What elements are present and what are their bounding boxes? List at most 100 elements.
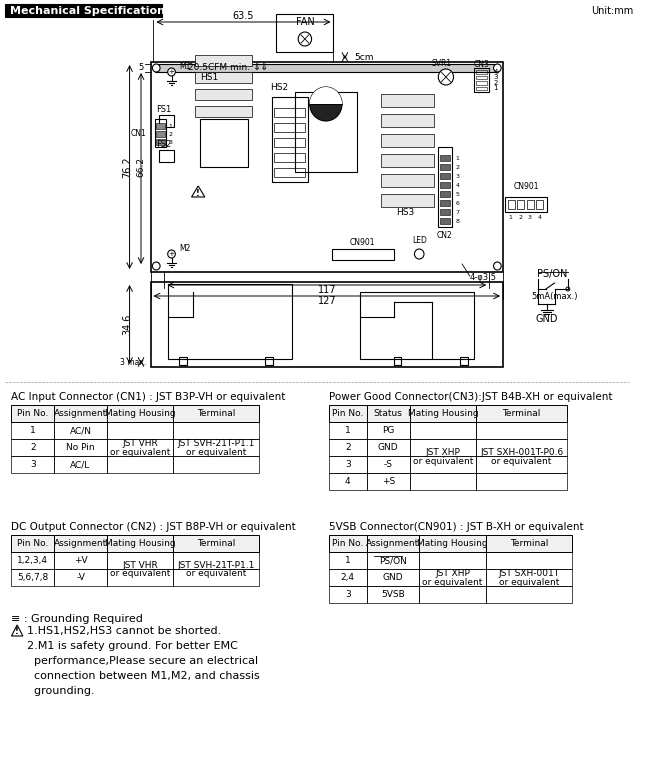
Bar <box>474 68 489 92</box>
Text: 3: 3 <box>528 214 532 219</box>
Text: +V: +V <box>74 556 87 565</box>
Text: JST VHR: JST VHR <box>122 439 158 448</box>
Bar <box>271 97 308 182</box>
Bar <box>440 164 450 170</box>
Text: HS1: HS1 <box>200 72 218 82</box>
Text: LED: LED <box>412 235 427 245</box>
Bar <box>151 62 503 272</box>
Bar <box>275 153 305 162</box>
Circle shape <box>310 87 342 121</box>
Bar <box>367 439 409 456</box>
Circle shape <box>438 69 454 85</box>
Text: 6: 6 <box>456 200 460 206</box>
Text: 1: 1 <box>169 123 172 129</box>
Bar <box>275 168 305 177</box>
Text: 2: 2 <box>345 443 350 452</box>
Bar <box>276 14 334 52</box>
Bar <box>275 138 305 147</box>
Text: FAN: FAN <box>295 17 314 27</box>
Text: 66.2: 66.2 <box>137 157 146 177</box>
Bar <box>367 569 419 586</box>
Bar <box>159 115 174 127</box>
Bar <box>486 586 572 603</box>
Bar <box>440 218 450 224</box>
Text: GND: GND <box>535 314 558 324</box>
Text: JST SXH-001T: JST SXH-001T <box>498 569 559 578</box>
Bar <box>54 552 107 569</box>
Text: !: ! <box>196 188 200 197</box>
Text: Terminal: Terminal <box>197 539 235 548</box>
Bar <box>409 439 476 456</box>
Text: AC/L: AC/L <box>70 460 90 469</box>
Bar <box>54 405 107 422</box>
Bar <box>381 134 433 147</box>
Text: Terminal: Terminal <box>502 409 541 418</box>
Text: 5cm: 5cm <box>354 53 374 62</box>
Bar <box>409 422 476 439</box>
Bar <box>174 569 259 586</box>
Bar <box>11 569 54 586</box>
Text: HS3: HS3 <box>396 207 414 216</box>
Text: or equivalent: or equivalent <box>492 456 552 466</box>
Circle shape <box>494 262 501 270</box>
Bar <box>11 552 54 569</box>
Bar <box>517 200 524 209</box>
Bar <box>329 405 367 422</box>
Text: HS2: HS2 <box>269 82 288 91</box>
Text: 3: 3 <box>30 460 36 469</box>
Bar <box>419 569 486 586</box>
Bar <box>107 456 174 473</box>
Text: 3: 3 <box>456 174 460 178</box>
Bar <box>381 174 433 187</box>
Bar <box>329 535 367 552</box>
Bar <box>367 405 409 422</box>
Bar <box>107 422 174 439</box>
Text: 4-φ3.5: 4-φ3.5 <box>470 273 496 281</box>
Text: 1: 1 <box>494 85 498 91</box>
Text: Pin No.: Pin No. <box>332 539 363 548</box>
Text: 3: 3 <box>494 74 498 80</box>
Bar <box>54 456 107 473</box>
Text: 2,4: 2,4 <box>341 573 355 582</box>
Circle shape <box>153 262 160 270</box>
Text: or equivalent: or equivalent <box>110 569 170 578</box>
Wedge shape <box>310 87 342 104</box>
Bar <box>159 150 174 162</box>
Bar <box>527 200 533 209</box>
Text: 3: 3 <box>345 460 350 469</box>
Bar <box>174 456 259 473</box>
Bar <box>367 456 409 473</box>
Bar <box>486 535 572 552</box>
Bar <box>440 155 450 161</box>
Bar <box>505 197 547 212</box>
Text: 2: 2 <box>456 165 460 169</box>
Bar <box>107 535 174 552</box>
Text: Assignment: Assignment <box>54 409 107 418</box>
Bar <box>381 154 433 167</box>
Text: Power Good Connector(CN3):JST B4B-XH or equivalent: Power Good Connector(CN3):JST B4B-XH or … <box>329 392 612 402</box>
Bar <box>174 422 259 439</box>
Text: 2: 2 <box>30 443 36 452</box>
Text: 1: 1 <box>345 426 350 435</box>
Text: or equivalent: or equivalent <box>413 456 473 466</box>
Bar <box>179 357 187 365</box>
Bar <box>440 182 450 188</box>
Bar <box>476 473 567 490</box>
Text: GND: GND <box>383 573 403 582</box>
Text: 4: 4 <box>494 69 498 75</box>
Text: ⇓⇓: ⇓⇓ <box>253 62 269 72</box>
Text: CN1: CN1 <box>130 129 146 137</box>
Text: 34.6: 34.6 <box>123 314 133 335</box>
Bar <box>329 552 367 569</box>
Bar <box>200 119 248 167</box>
Bar <box>486 569 572 586</box>
Text: PS/ON: PS/ON <box>379 556 407 565</box>
Bar <box>329 569 367 586</box>
Text: 127: 127 <box>318 296 336 306</box>
Bar <box>107 439 174 456</box>
Text: or equivalent: or equivalent <box>110 448 170 457</box>
Text: FS1: FS1 <box>156 104 172 114</box>
Bar <box>54 535 107 552</box>
Bar <box>367 422 409 439</box>
Text: +S: +S <box>382 477 395 486</box>
